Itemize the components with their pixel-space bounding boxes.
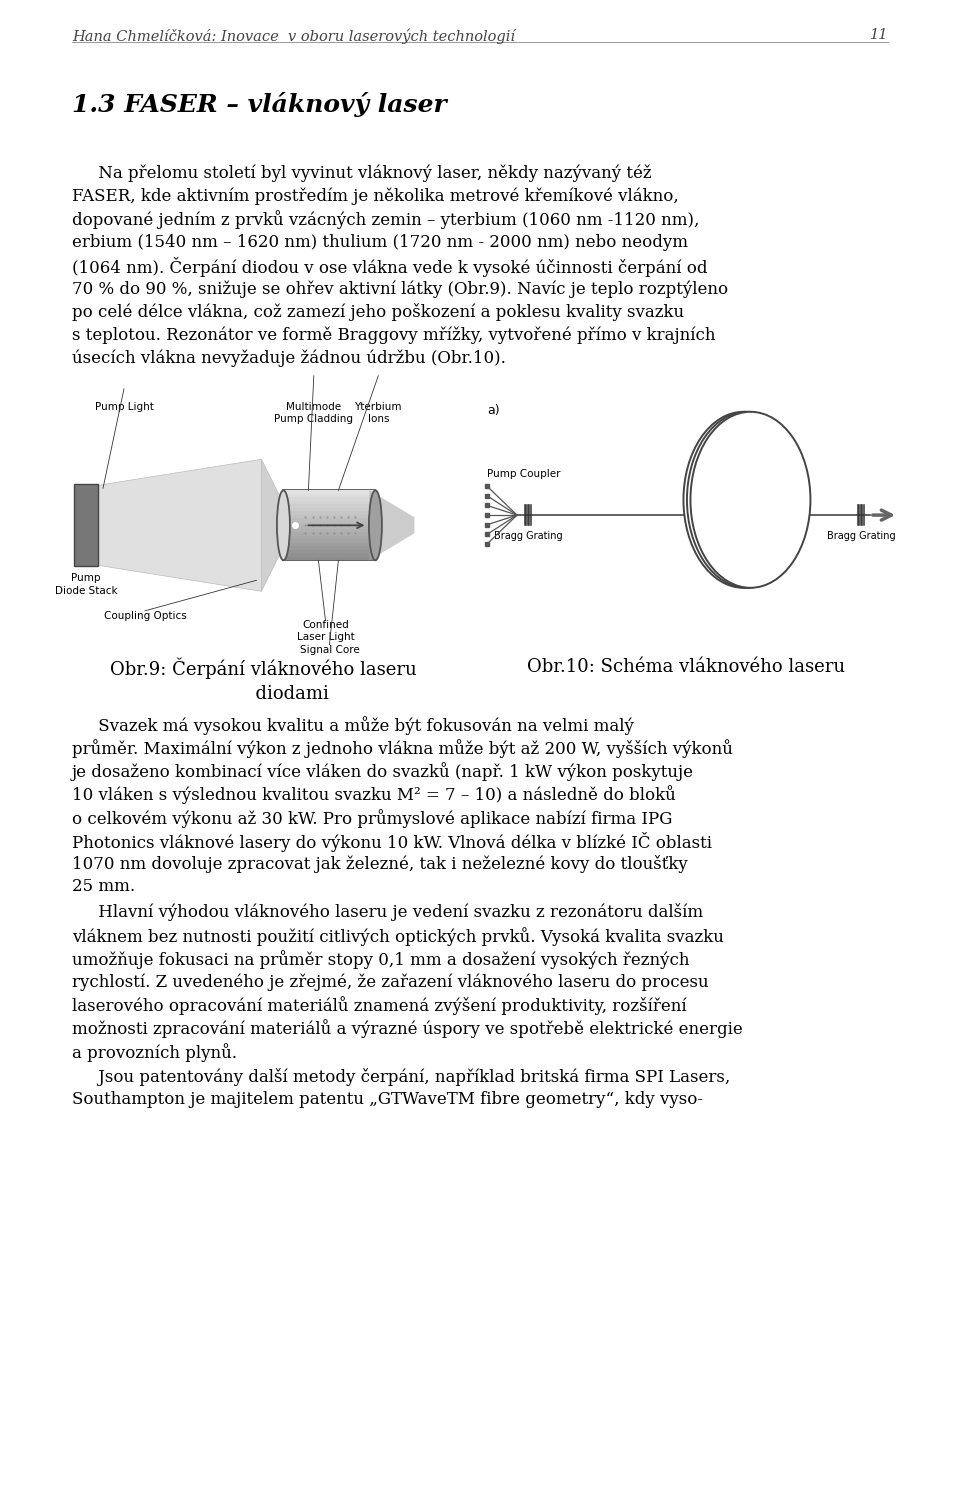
Bar	[284, 494, 374, 497]
Text: Southampton je majitelem patentu „GTWaveTM fibre geometry“, kdy vyso-: Southampton je majitelem patentu „GTWave…	[72, 1091, 703, 1108]
Text: 1070 nm dovoluje zpracovat jak železné, tak i neželezné kovy do tloušťky: 1070 nm dovoluje zpracovat jak železné, …	[72, 856, 687, 874]
Text: Svazek má vysokou kvalitu a může být fokusován na velmi malý: Svazek má vysokou kvalitu a může být fok…	[72, 716, 634, 734]
Text: Active Fiber: Active Fiber	[714, 495, 780, 504]
Bar	[284, 522, 374, 525]
Text: Obr.10: Schéma vláknového laseru: Obr.10: Schéma vláknového laseru	[527, 657, 846, 675]
Text: Obr.9: Čerpání vláknového laseru
          diodami: Obr.9: Čerpání vláknového laseru diodami	[110, 657, 417, 702]
Bar	[284, 543, 374, 546]
Text: laserového opracování materiálů znamená zvýšení produktivity, rozšíření: laserového opracování materiálů znamená …	[72, 997, 686, 1015]
Text: Photonics vláknové lasery do výkonu 10 kW. Vlnová délka v blízké IČ oblasti: Photonics vláknové lasery do výkonu 10 k…	[72, 832, 712, 851]
Bar	[284, 533, 374, 536]
Bar	[284, 546, 374, 549]
Text: 25 mm.: 25 mm.	[72, 878, 135, 895]
Text: Pump
Diode Stack: Pump Diode Stack	[55, 573, 117, 596]
Text: Coupling Optics: Coupling Optics	[104, 611, 186, 621]
Text: Bragg Grating: Bragg Grating	[494, 531, 563, 540]
Text: Na přelomu století byl vyvinut vláknový laser, někdy nazývaný též: Na přelomu století byl vyvinut vláknový …	[72, 164, 652, 182]
Text: Signal Core: Signal Core	[300, 645, 359, 654]
Bar	[284, 557, 374, 560]
Polygon shape	[98, 459, 261, 591]
Bar	[284, 539, 374, 543]
Bar	[283, 491, 375, 560]
Bar	[284, 497, 374, 501]
Bar	[74, 485, 98, 566]
Text: Jsou patentovány další metody čerpání, například britská firma SPI Lasers,: Jsou patentovány další metody čerpání, n…	[72, 1067, 731, 1085]
Bar	[284, 491, 374, 494]
Text: 11: 11	[870, 29, 888, 42]
Text: Confined
Laser Light: Confined Laser Light	[297, 620, 354, 642]
Text: Hana Chmelíčková: Inovace  v oboru laserových technologií: Hana Chmelíčková: Inovace v oboru lasero…	[72, 29, 515, 44]
Text: dopované jedním z prvků vzácných zemin – yterbium (1060 nm -1120 nm),: dopované jedním z prvků vzácných zemin –…	[72, 210, 700, 230]
Ellipse shape	[369, 491, 382, 560]
Text: s teplotou. Rezonátor ve formě Braggovy mřížky, vytvořené přímo v krajních: s teplotou. Rezonátor ve formě Braggovy …	[72, 326, 715, 344]
Text: erbium (1540 nm – 1620 nm) thulium (1720 nm - 2000 nm) nebo neodym: erbium (1540 nm – 1620 nm) thulium (1720…	[72, 234, 688, 251]
Bar	[284, 501, 374, 504]
Text: možnosti zpracování materiálů a výrazné úspory ve spotřebě elektrické energie: možnosti zpracování materiálů a výrazné …	[72, 1019, 743, 1039]
Bar	[284, 504, 374, 507]
Bar	[284, 536, 374, 539]
Text: a): a)	[487, 404, 499, 417]
Polygon shape	[370, 491, 415, 560]
Text: (1064 nm). Čerpání diodou v ose vlákna vede k vysoké účinnosti čerpání od: (1064 nm). Čerpání diodou v ose vlákna v…	[72, 257, 708, 276]
Text: úsecích vlákna nevyžaduje žádnou údržbu (Obr.10).: úsecích vlákna nevyžaduje žádnou údržbu …	[72, 350, 506, 368]
Bar	[284, 528, 374, 533]
Bar	[284, 554, 374, 557]
Ellipse shape	[687, 411, 807, 588]
Text: Yterbium
Ions: Yterbium Ions	[354, 402, 402, 425]
Text: po celé délce vlákna, což zamezí jeho poškození a poklesu kvality svazku: po celé délce vlákna, což zamezí jeho po…	[72, 303, 684, 321]
Text: 1.3 FASER – vláknový laser: 1.3 FASER – vláknový laser	[72, 92, 446, 117]
Bar	[284, 512, 374, 515]
Text: 10 vláken s výslednou kvalitou svazku M² = 7 – 10) a následně do bloků: 10 vláken s výslednou kvalitou svazku M²…	[72, 785, 676, 805]
Text: 70 % do 90 %, snižuje se ohřev aktivní látky (Obr.9). Navíc je teplo rozptýleno: 70 % do 90 %, snižuje se ohřev aktivní l…	[72, 281, 728, 297]
Bar	[284, 525, 374, 528]
Bar	[284, 507, 374, 512]
Text: vláknem bez nutnosti použití citlivých optických prvků. Vysoká kvalita svazku: vláknem bez nutnosti použití citlivých o…	[72, 926, 724, 946]
Text: rychlostí. Z uvedeného je zřejmé, že zařazení vláknového laseru do procesu: rychlostí. Z uvedeného je zřejmé, že zař…	[72, 973, 708, 991]
Ellipse shape	[690, 411, 810, 588]
Text: Bragg Grating: Bragg Grating	[828, 531, 896, 540]
Text: FASER, kde aktivním prostředím je několika metrové křemíkové vlákno,: FASER, kde aktivním prostředím je několi…	[72, 188, 679, 204]
Bar	[284, 549, 374, 554]
Text: Multimode
Pump Cladding: Multimode Pump Cladding	[275, 402, 353, 425]
Text: a provozních plynů.: a provozních plynů.	[72, 1043, 237, 1061]
Text: je dosaženo kombinací více vláken do svazků (např. 1 kW výkon poskytuje: je dosaženo kombinací více vláken do sva…	[72, 763, 694, 781]
Text: Pump Light: Pump Light	[95, 402, 154, 411]
Bar	[284, 518, 374, 522]
Text: průměr. Maximální výkon z jednoho vlákna může být až 200 W, vyšších výkonů: průměr. Maximální výkon z jednoho vlákna…	[72, 738, 732, 758]
Text: Hlavní výhodou vláknového laseru je vedení svazku z rezonátoru dalším: Hlavní výhodou vláknového laseru je vede…	[72, 904, 703, 922]
Bar	[284, 515, 374, 518]
Polygon shape	[261, 459, 289, 591]
Text: Pump Coupler: Pump Coupler	[487, 470, 561, 479]
Text: umožňuje fokusaci na průměr stopy 0,1 mm a dosažení vysokých řezných: umožňuje fokusaci na průměr stopy 0,1 mm…	[72, 950, 689, 968]
Ellipse shape	[684, 411, 804, 588]
Text: o celkovém výkonu až 30 kW. Pro průmyslové aplikace nabízí firma IPG: o celkovém výkonu až 30 kW. Pro průmyslo…	[72, 809, 672, 827]
Ellipse shape	[276, 491, 290, 560]
